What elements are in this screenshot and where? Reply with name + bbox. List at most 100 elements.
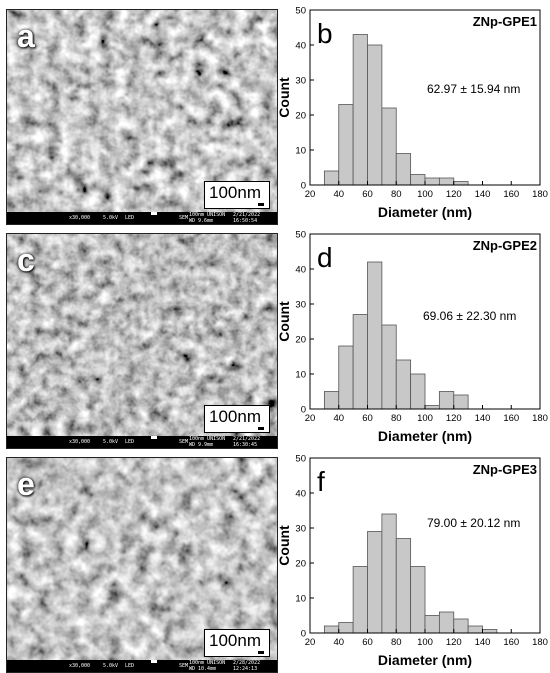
- mean-diameter-annotation: 79.00 ± 20.12 nm: [427, 516, 520, 530]
- histogram-bar: [438, 391, 455, 410]
- y-tick-label: 20: [295, 111, 306, 122]
- y-tick-label: 20: [295, 559, 306, 570]
- y-tick-label: 0: [301, 181, 306, 192]
- histogram-bar: [367, 531, 383, 634]
- histogram-bar: [381, 324, 397, 410]
- histogram-bar: [482, 629, 498, 634]
- chart-title: ZNp-GPE2: [473, 238, 537, 253]
- histogram-bar: [424, 177, 440, 186]
- y-tick-label: 10: [295, 370, 306, 381]
- sem-voltage: 5.0kV: [103, 663, 119, 669]
- x-tick-label: 60: [362, 637, 373, 648]
- x-tick-label: 80: [391, 413, 402, 424]
- x-tick-label: 40: [333, 413, 344, 424]
- x-tick-label: 120: [446, 413, 462, 424]
- chart-title: ZNp-GPE3: [473, 462, 537, 477]
- figure-row-1: a 100nm x30,000 5.0kV LED SEM 100nm UNIS…: [0, 0, 550, 225]
- panel-letter: e: [17, 466, 35, 502]
- histogram-bar: [352, 314, 368, 410]
- y-axis-label: Count: [276, 525, 292, 566]
- histogram-bar: [352, 566, 368, 634]
- sem-info-scale-mark: [151, 660, 157, 663]
- histogram-bar: [381, 513, 397, 634]
- sem-wd: WD 9.6mm: [189, 218, 214, 224]
- x-tick-label: 160: [503, 413, 519, 424]
- histogram-bar: [424, 615, 440, 634]
- sem-time: 16:50:54: [233, 218, 258, 224]
- chart-panel-letter: d: [317, 242, 333, 273]
- x-tick-label: 180: [532, 637, 548, 648]
- y-tick-label: 40: [295, 41, 306, 52]
- sem-image-a: a 100nm x30,000 5.0kV LED SEM 100nm UNIS…: [6, 9, 278, 225]
- y-tick-label: 0: [301, 405, 306, 416]
- scale-bar-box: 100nm: [204, 405, 270, 433]
- x-tick-label: 180: [532, 413, 548, 424]
- histogram-chart-f: 20 40 60 80 100 120 140 160 180 0 10 20 30 40 50 Diamet…: [276, 454, 548, 669]
- sem-detector: LED: [125, 439, 135, 445]
- sem-magnification: x30,000: [69, 663, 91, 669]
- y-tick-label: 10: [295, 146, 306, 157]
- histogram-bar: [453, 394, 469, 410]
- sem-detector: LED: [125, 663, 135, 669]
- chart-title: ZNp-GPE1: [473, 14, 537, 29]
- sem-magnification: x30,000: [69, 215, 91, 221]
- scale-bar: [258, 427, 264, 430]
- y-tick-label: 50: [295, 230, 306, 241]
- x-tick-label: 180: [532, 189, 548, 200]
- x-tick-label: 120: [446, 637, 462, 648]
- sem-date: 2/21/2022: [233, 436, 261, 442]
- histogram-chart-b: 20 40 60 80 100 120 140 160 180 0 10 20 30 40 50 Diamet…: [276, 6, 548, 221]
- y-tick-label: 50: [295, 454, 306, 465]
- figure-row-3: e 100nm x30,000 5.0kV LED SEM 100nm UNIS…: [0, 448, 550, 673]
- y-tick-label: 40: [295, 265, 306, 276]
- y-axis-label: Count: [276, 301, 292, 342]
- sem-wd: WD 9.9mm: [189, 442, 214, 448]
- histogram-bar: [410, 566, 426, 634]
- panel-letter: c: [17, 242, 35, 278]
- sem-info-bar: x30,000 5.0kV LED SEM 100nm UNISON 2/21/…: [7, 436, 277, 448]
- x-tick-label: 140: [475, 189, 491, 200]
- scale-bar-box: 100nm: [204, 181, 270, 209]
- x-tick-label: 100: [417, 413, 433, 424]
- x-tick-label: 160: [503, 189, 519, 200]
- sem-info-scale-mark: [151, 436, 157, 439]
- histogram-bar: [395, 538, 412, 634]
- x-tick-label: 100: [417, 189, 433, 200]
- histogram-bar: [424, 405, 440, 410]
- histogram-bar: [410, 174, 426, 186]
- scale-bar-label: 100nm: [209, 407, 261, 426]
- y-tick-label: 40: [295, 489, 306, 500]
- histogram-bar: [438, 611, 455, 634]
- y-axis-label: Count: [276, 77, 292, 118]
- x-tick-label: 140: [475, 637, 491, 648]
- scale-bar-label: 100nm: [209, 183, 261, 202]
- x-tick-label: 40: [333, 189, 344, 200]
- y-tick-label: 30: [295, 300, 306, 311]
- sem-mode: SEM: [179, 215, 189, 221]
- y-tick-label: 10: [295, 594, 306, 605]
- sem-info-scale-mark: [151, 212, 157, 215]
- y-tick-label: 0: [301, 629, 306, 640]
- x-tick-label: 80: [391, 637, 402, 648]
- x-tick-label: 100: [417, 637, 433, 648]
- mean-diameter-annotation: 69.06 ± 22.30 nm: [423, 309, 516, 323]
- histogram-bar: [323, 625, 340, 634]
- histogram-bar: [453, 618, 469, 634]
- x-tick-label: 20: [305, 413, 316, 424]
- scale-bar-box: 100nm: [204, 629, 270, 657]
- sem-image-e: e 100nm x30,000 5.0kV LED SEM 100nm UNIS…: [6, 457, 278, 673]
- histogram-bar: [438, 177, 455, 186]
- x-tick-label: 60: [362, 413, 373, 424]
- mean-diameter-annotation: 62.97 ± 15.94 nm: [427, 82, 520, 96]
- histogram-bar: [323, 170, 340, 186]
- x-tick-label: 20: [305, 189, 316, 200]
- x-tick-label: 60: [362, 189, 373, 200]
- histogram-bar: [338, 345, 354, 410]
- histogram-bar: [467, 625, 483, 634]
- sem-image-c: c 100nm x30,000 5.0kV LED SEM 100nm UNIS…: [6, 233, 278, 449]
- histogram-bar: [352, 34, 368, 186]
- histogram-chart-d: 20 40 60 80 100 120 140 160 180 0 10 20 30 40 50 Diamet…: [276, 230, 548, 445]
- histogram-bar: [323, 391, 340, 410]
- sem-scale-info: 100nm UNISON: [189, 212, 226, 218]
- histogram-bar: [381, 107, 397, 186]
